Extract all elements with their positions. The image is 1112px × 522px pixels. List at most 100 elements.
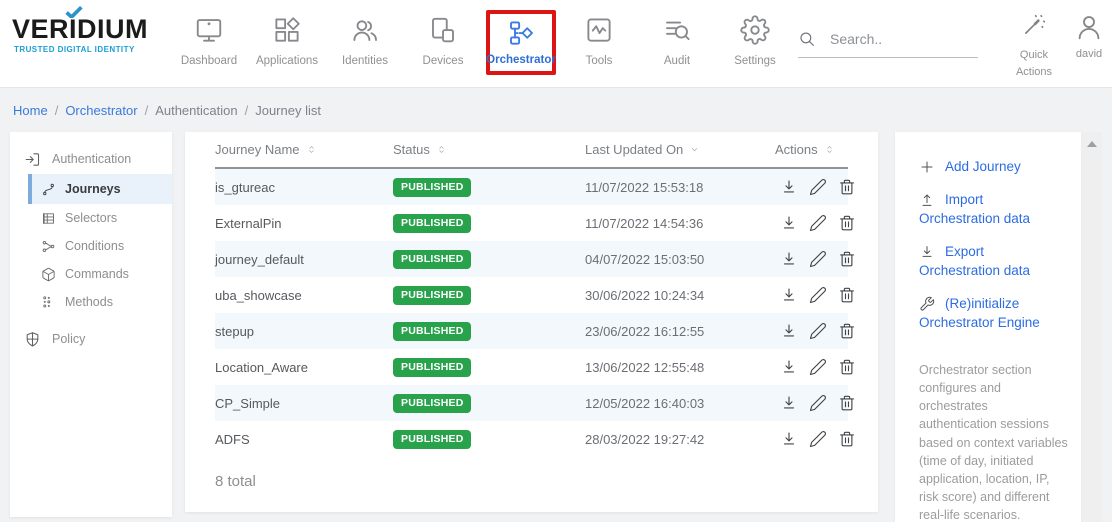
table-row[interactable]: ExternalPin PUBLISHED 11/07/2022 14:54:3… [215,205,848,241]
edit-button[interactable] [809,321,829,341]
download-button[interactable] [780,429,800,449]
vertical-scrollbar[interactable] [1082,132,1102,522]
sidebar-item-methods[interactable]: Methods [28,288,172,316]
journey-table: Journey Name Status Last Updated On Acti… [185,132,878,512]
download-button[interactable] [780,357,800,377]
table-row[interactable]: is_gtureac PUBLISHED 11/07/2022 15:53:18 [215,169,848,205]
journey-name-cell: Location_Aware [215,359,308,375]
wrench-icon [919,296,935,312]
status-badge: PUBLISHED [393,393,472,413]
last-updated-cell: 13/06/2022 12:55:48 [585,359,705,375]
search-bar [798,30,978,58]
delete-button[interactable] [838,285,858,305]
edit-button[interactable] [809,285,829,305]
edit-button[interactable] [809,393,829,413]
nav-item-devices[interactable]: Devices [404,10,482,75]
download-button[interactable] [780,213,800,233]
trash-icon [838,286,856,304]
download-button[interactable] [780,393,800,413]
last-updated-cell: 28/03/2022 19:27:42 [585,431,705,447]
sort-icon [824,143,835,156]
table-row[interactable]: CP_Simple PUBLISHED 12/05/2022 16:40:03 [215,385,848,421]
sidebar-item-label: Selectors [65,211,118,225]
quick-actions-button[interactable]: Quick Actions [1006,12,1062,81]
user-avatar-icon [1074,12,1104,42]
reinitialize-engine-link[interactable]: (Re)initialize Orchestrator Engine [919,296,1040,330]
top-bar: VERI DIUM TRUSTED DIGITAL IDENTITY Dashbo… [0,0,1112,88]
delete-button[interactable] [838,249,858,269]
edit-button[interactable] [809,357,829,377]
delete-button[interactable] [838,177,858,197]
trash-icon [838,394,856,412]
cube-icon [41,267,56,282]
table-row[interactable]: ADFS PUBLISHED 28/03/2022 19:27:42 [215,421,848,457]
export-orchestration-link[interactable]: Export Orchestration data [919,244,1031,278]
audit-icon [662,15,692,45]
nav-label: Devices [422,55,464,67]
edit-button[interactable] [809,429,829,449]
trash-icon [838,430,856,448]
breadcrumb-journey-list: Journey list [255,102,321,118]
quick-actions-label: Quick Actions [1015,49,1053,78]
breadcrumb-separator: / [244,102,249,118]
nav-item-audit[interactable]: Audit [638,10,716,75]
sidebar-item-conditions[interactable]: Conditions [28,232,172,260]
scroll-up-arrow-icon[interactable] [1087,141,1097,147]
nav-item-orchestrator[interactable]: Orchestrator [486,10,556,75]
nav-item-dashboard[interactable]: Dashboard [170,10,248,75]
breadcrumb-home[interactable]: Home [13,102,48,118]
column-header-last-updated[interactable]: Last Updated On [585,142,775,157]
dots-grid-icon [41,295,56,310]
table-row[interactable]: stepup PUBLISHED 23/06/2022 16:12:55 [215,313,848,349]
pencil-icon [809,430,827,448]
nav-item-identities[interactable]: Identities [326,10,404,75]
status-badge: PUBLISHED [393,321,472,341]
table-row[interactable]: uba_showcase PUBLISHED 30/06/2022 10:24:… [215,277,848,313]
edit-button[interactable] [809,177,829,197]
download-icon [780,250,798,268]
nav-label: Settings [734,55,776,67]
sidebar: Authentication Journeys Selectors Condit… [10,132,172,517]
sidebar-item-authentication[interactable]: Authentication [10,144,172,174]
content-area: Authentication Journeys Selectors Condit… [0,132,1112,522]
sidebar-item-commands[interactable]: Commands [28,260,172,288]
column-header-actions[interactable]: Actions [775,142,848,157]
breadcrumb-orchestrator[interactable]: Orchestrator [65,102,138,118]
last-updated-cell: 12/05/2022 16:40:03 [585,395,705,411]
download-icon [780,394,798,412]
journey-name-cell: CP_Simple [215,395,281,411]
main-nav: Dashboard Applications Identities Device… [170,10,794,75]
veridium-logo[interactable]: VERI DIUM TRUSTED DIGITAL IDENTITY [12,16,162,54]
search-input[interactable] [830,31,960,47]
delete-button[interactable] [838,321,858,341]
import-icon [919,192,935,208]
breadcrumb: Home / Orchestrator / Authentication / J… [0,88,1112,132]
trash-icon [838,178,856,196]
gear-icon [740,15,770,45]
import-orchestration-link[interactable]: Import Orchestration data [919,192,1031,226]
column-header-journey-name[interactable]: Journey Name [215,142,393,157]
download-button[interactable] [780,321,800,341]
delete-button[interactable] [838,393,858,413]
delete-button[interactable] [838,357,858,377]
nav-item-settings[interactable]: Settings [716,10,794,75]
status-badge: PUBLISHED [393,177,472,197]
edit-button[interactable] [809,249,829,269]
download-button[interactable] [780,177,800,197]
nav-item-applications[interactable]: Applications [248,10,326,75]
column-header-status[interactable]: Status [393,142,585,157]
table-row[interactable]: journey_default PUBLISHED 04/07/2022 15:… [215,241,848,277]
table-row[interactable]: Location_Aware PUBLISHED 13/06/2022 12:5… [215,349,848,385]
nav-item-tools[interactable]: Tools [560,10,638,75]
add-journey-link[interactable]: Add Journey [919,158,1067,176]
breadcrumb-separator: / [144,102,149,118]
sidebar-item-policy[interactable]: Policy [10,324,172,354]
user-menu[interactable]: david [1066,12,1112,60]
delete-button[interactable] [838,213,858,233]
download-button[interactable] [780,285,800,305]
download-button[interactable] [780,249,800,269]
edit-button[interactable] [809,213,829,233]
sidebar-item-selectors[interactable]: Selectors [28,204,172,232]
delete-button[interactable] [838,429,858,449]
sidebar-item-journeys[interactable]: Journeys [28,174,172,204]
